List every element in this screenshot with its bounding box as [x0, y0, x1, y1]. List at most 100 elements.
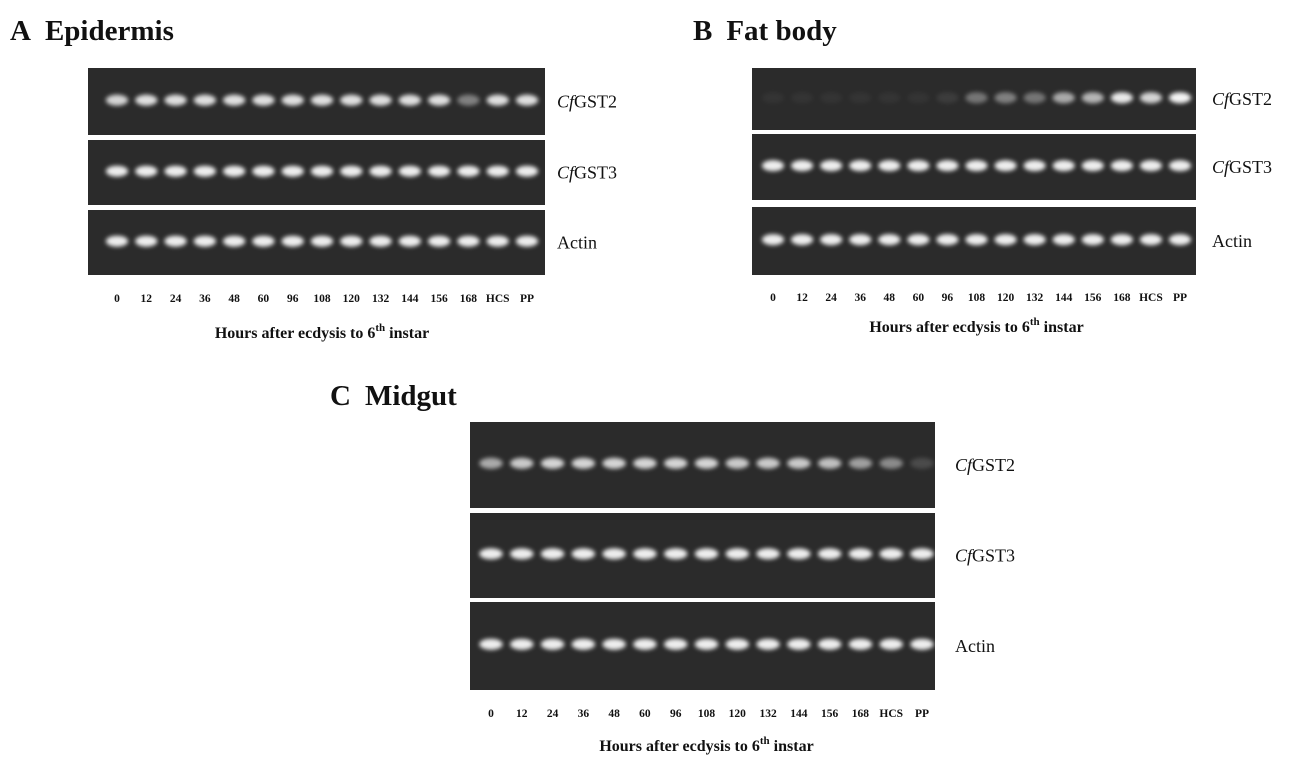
lane-label: PP — [915, 708, 929, 720]
gel-band — [849, 160, 871, 171]
gel-band — [282, 166, 304, 177]
gel-band — [818, 639, 841, 650]
gel-band — [1024, 92, 1046, 103]
gene-name: GST2 — [972, 455, 1015, 475]
lane-label: 168 — [852, 708, 870, 720]
gel-band — [428, 95, 450, 106]
lane-label: 12 — [516, 708, 528, 720]
gel-band — [820, 160, 842, 171]
gel-band — [369, 95, 391, 106]
gel-band — [510, 639, 533, 650]
lane-label: 120 — [729, 708, 747, 720]
lane-label: 48 — [228, 293, 240, 305]
gel-band — [428, 166, 450, 177]
gel-band — [791, 234, 813, 245]
gel-band — [399, 236, 421, 247]
lane-label: 144 — [1055, 292, 1073, 304]
caption-text: instar — [770, 738, 814, 755]
gel-band — [311, 236, 333, 247]
lane-label: 36 — [854, 292, 866, 304]
axis-caption: Hours after ecdysis to 6th instar — [215, 322, 429, 342]
gel-band — [106, 95, 128, 106]
gel-band — [164, 95, 186, 106]
figure: AEpidermisCfGST2CfGST3Actin0122436486096… — [0, 0, 1307, 761]
lane-label: 24 — [825, 292, 837, 304]
gel-band — [479, 639, 502, 650]
gel-band — [965, 234, 987, 245]
lane-label: 144 — [401, 293, 419, 305]
lane-label: 108 — [313, 293, 331, 305]
gel-band — [1053, 234, 1075, 245]
gel-band — [910, 458, 933, 469]
gel-band — [487, 166, 509, 177]
gel-band — [135, 166, 157, 177]
lane-label: 12 — [796, 292, 808, 304]
lane-label: 168 — [1113, 292, 1131, 304]
panel: CMidgutCfGST2CfGST3Actin0122436486096108… — [330, 380, 1015, 755]
gel-band — [849, 458, 872, 469]
gene-label: CfGST3 — [557, 163, 617, 183]
lane-label: 0 — [770, 292, 776, 304]
gel-band — [457, 166, 479, 177]
gel-band — [516, 166, 538, 177]
lane-label: PP — [1173, 292, 1187, 304]
gel-band — [664, 639, 687, 650]
gel-band — [282, 236, 304, 247]
lane-label: 36 — [578, 708, 590, 720]
lane-label: 60 — [258, 293, 270, 305]
lane-label: 132 — [759, 708, 777, 720]
gel-band — [787, 548, 810, 559]
gel-band — [849, 639, 872, 650]
lane-label: 36 — [199, 293, 211, 305]
gel-band — [1024, 160, 1046, 171]
lane-label: 24 — [547, 708, 559, 720]
gel-band — [787, 639, 810, 650]
gel-band — [541, 639, 564, 650]
gel-band — [135, 95, 157, 106]
gel-band — [602, 639, 625, 650]
gel-band — [756, 639, 779, 650]
caption-text: instar — [385, 325, 429, 342]
gel-band — [399, 166, 421, 177]
gene-name: Actin — [1212, 231, 1252, 251]
gel-band — [194, 166, 216, 177]
lane-label: 0 — [488, 708, 494, 720]
gel-band — [106, 236, 128, 247]
gel-band — [820, 92, 842, 103]
gel-band — [252, 95, 274, 106]
lane-label: 48 — [608, 708, 620, 720]
gene-name: Actin — [955, 636, 995, 656]
panel-name: Midgut — [365, 380, 457, 412]
gel-band — [399, 95, 421, 106]
lane-label: 60 — [913, 292, 925, 304]
gel-band — [541, 548, 564, 559]
gel-band — [223, 95, 245, 106]
gel-band — [695, 639, 718, 650]
gene-label: CfGST2 — [557, 92, 617, 112]
gel-band — [572, 639, 595, 650]
gel-band — [633, 458, 656, 469]
gel-band — [135, 236, 157, 247]
gel-band — [510, 458, 533, 469]
lane-label: HCS — [486, 293, 510, 305]
gel-band — [223, 236, 245, 247]
gel-band — [369, 236, 391, 247]
gel-band — [965, 92, 987, 103]
gel-band — [995, 234, 1017, 245]
lane-label: 156 — [1084, 292, 1102, 304]
gel-band — [428, 236, 450, 247]
gel-band — [1111, 160, 1133, 171]
lane-label: 0 — [114, 293, 120, 305]
gene-name: GST3 — [972, 546, 1015, 566]
gene-label: Actin — [1212, 231, 1252, 251]
lane-label: 48 — [884, 292, 896, 304]
gel-band — [164, 166, 186, 177]
gel-band — [1140, 92, 1162, 103]
gel-band — [1169, 234, 1191, 245]
gel-band — [572, 458, 595, 469]
gel-band — [311, 166, 333, 177]
gel-band — [791, 160, 813, 171]
gel-band — [726, 639, 749, 650]
caption-sup: th — [375, 322, 385, 334]
